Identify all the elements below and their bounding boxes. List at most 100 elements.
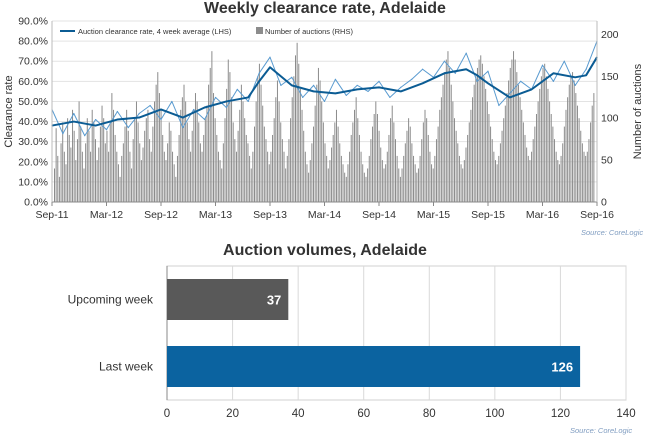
auction-count-bar [321,101,323,202]
auction-count-bar [558,164,560,202]
auction-count-bar [426,118,428,202]
weekly-clearance-point [389,96,391,99]
auction-count-bar [247,143,249,202]
auction-count-bar [488,114,490,202]
auction-count-bar [131,168,133,202]
x-tick-label: Sep-13 [253,209,287,221]
auction-count-bar [273,118,275,202]
clearance-4wk-avg-point [138,116,140,119]
auction-count-bar [421,139,423,202]
clearance-4wk-avg-point [204,106,206,109]
weekly-clearance-point [552,80,555,82]
auction-count-bar [135,101,137,202]
auction-count-bar [158,93,160,202]
auction-count-bar [332,134,334,202]
auction-count-bar [324,143,326,202]
auction-count-bar [190,151,192,202]
legend-background [57,24,357,38]
auction-count-bar [585,155,587,202]
y-tick-label: 60.0% [18,76,48,88]
auction-count-bar [311,143,313,202]
x-tick-label: Sep-15 [471,209,505,221]
auction-count-bar [58,176,60,202]
auction-count-bar [313,126,315,202]
auction-count-bar [394,139,396,202]
auction-count-bar [486,101,488,202]
auction-count-bar [552,126,554,202]
auction-count-bar [222,143,224,202]
clearance-4wk-avg-point [73,120,75,123]
auction-count-bar [462,168,464,202]
auction-count-bar [294,55,296,203]
clearance-4wk-avg-point [334,92,336,94]
auction-count-bar [337,126,339,202]
weekly-clearance-point [84,135,86,137]
y-tick-label: 10.0% [18,176,48,188]
auction-count-bar [301,109,303,202]
auction-count-bar [491,139,493,202]
auction-count-bar [390,118,392,202]
auction-count-bar [586,151,588,202]
auction-count-bar [72,109,74,202]
auction-count-bar [334,122,336,202]
auction-count-bar [88,130,90,202]
auction-count-bar [380,147,382,202]
bar-data-label: 37 [267,293,281,308]
auction-count-bar [563,126,565,202]
y-tick-label: 90.0% [18,16,48,28]
auction-count-bar [306,164,308,202]
x-tick-label: Sep-16 [580,209,614,221]
auction-count-bar [580,130,582,202]
auction-count-bar [386,151,388,202]
auction-count-bar [314,105,316,202]
auction-count-bar [352,122,354,202]
auction-count-bar [98,147,100,202]
auction-count-bar [331,147,333,202]
auction-count-bar [154,101,156,202]
clearance-4wk-avg-point [585,74,587,76]
auction-count-bar [511,59,513,202]
y2-tick-label: 50 [601,155,613,167]
auction-count-bar [581,143,583,202]
auction-count-bar [104,143,106,202]
auction-count-bar [150,151,152,202]
auction-count-bar [414,164,416,202]
auction-count-bar [490,126,492,202]
auction-count-bar [557,160,559,202]
auction-count-bar [480,55,482,203]
weekly-clearance-point [116,110,118,113]
weekly-clearance-point [160,118,162,121]
auction-count-bar [103,118,105,202]
auction-count-bar [517,84,519,202]
auction-count-bar [114,134,116,202]
auction-count-bar [342,164,344,202]
clearance-4wk-avg-point [400,90,402,92]
auction-count-bar [198,122,200,202]
auction-count-bar [291,97,293,202]
auction-count-bar [116,151,118,202]
auction-count-bar [155,84,157,202]
auction-count-bar [216,134,218,202]
x-tick-label: 140 [616,408,635,420]
weekly-clearance-point [422,68,424,70]
weekly-clearance-point [334,78,336,80]
auction-count-bar [267,151,269,202]
weekly-clearance-point [465,52,467,54]
weekly-clearance-point [95,118,97,121]
auction-count-bar [196,101,198,202]
auction-count-bar [244,118,246,202]
auction-count-bar [175,176,177,202]
auction-count-bar [127,130,129,202]
auction-count-bar [573,80,575,202]
auction-count-bar [254,126,256,202]
auction-count-bar [81,151,83,202]
x-tick-label: Mar-12 [90,209,123,221]
auction-count-bar [347,164,349,202]
auction-count-bar [57,155,59,202]
weekly-clearance-point [269,56,271,58]
clearance-4wk-avg-point [225,100,227,103]
auction-count-bar [391,105,393,202]
auction-count-bar [249,155,251,202]
auction-count-bar [531,151,533,202]
clearance-4wk-avg-point [531,88,533,90]
